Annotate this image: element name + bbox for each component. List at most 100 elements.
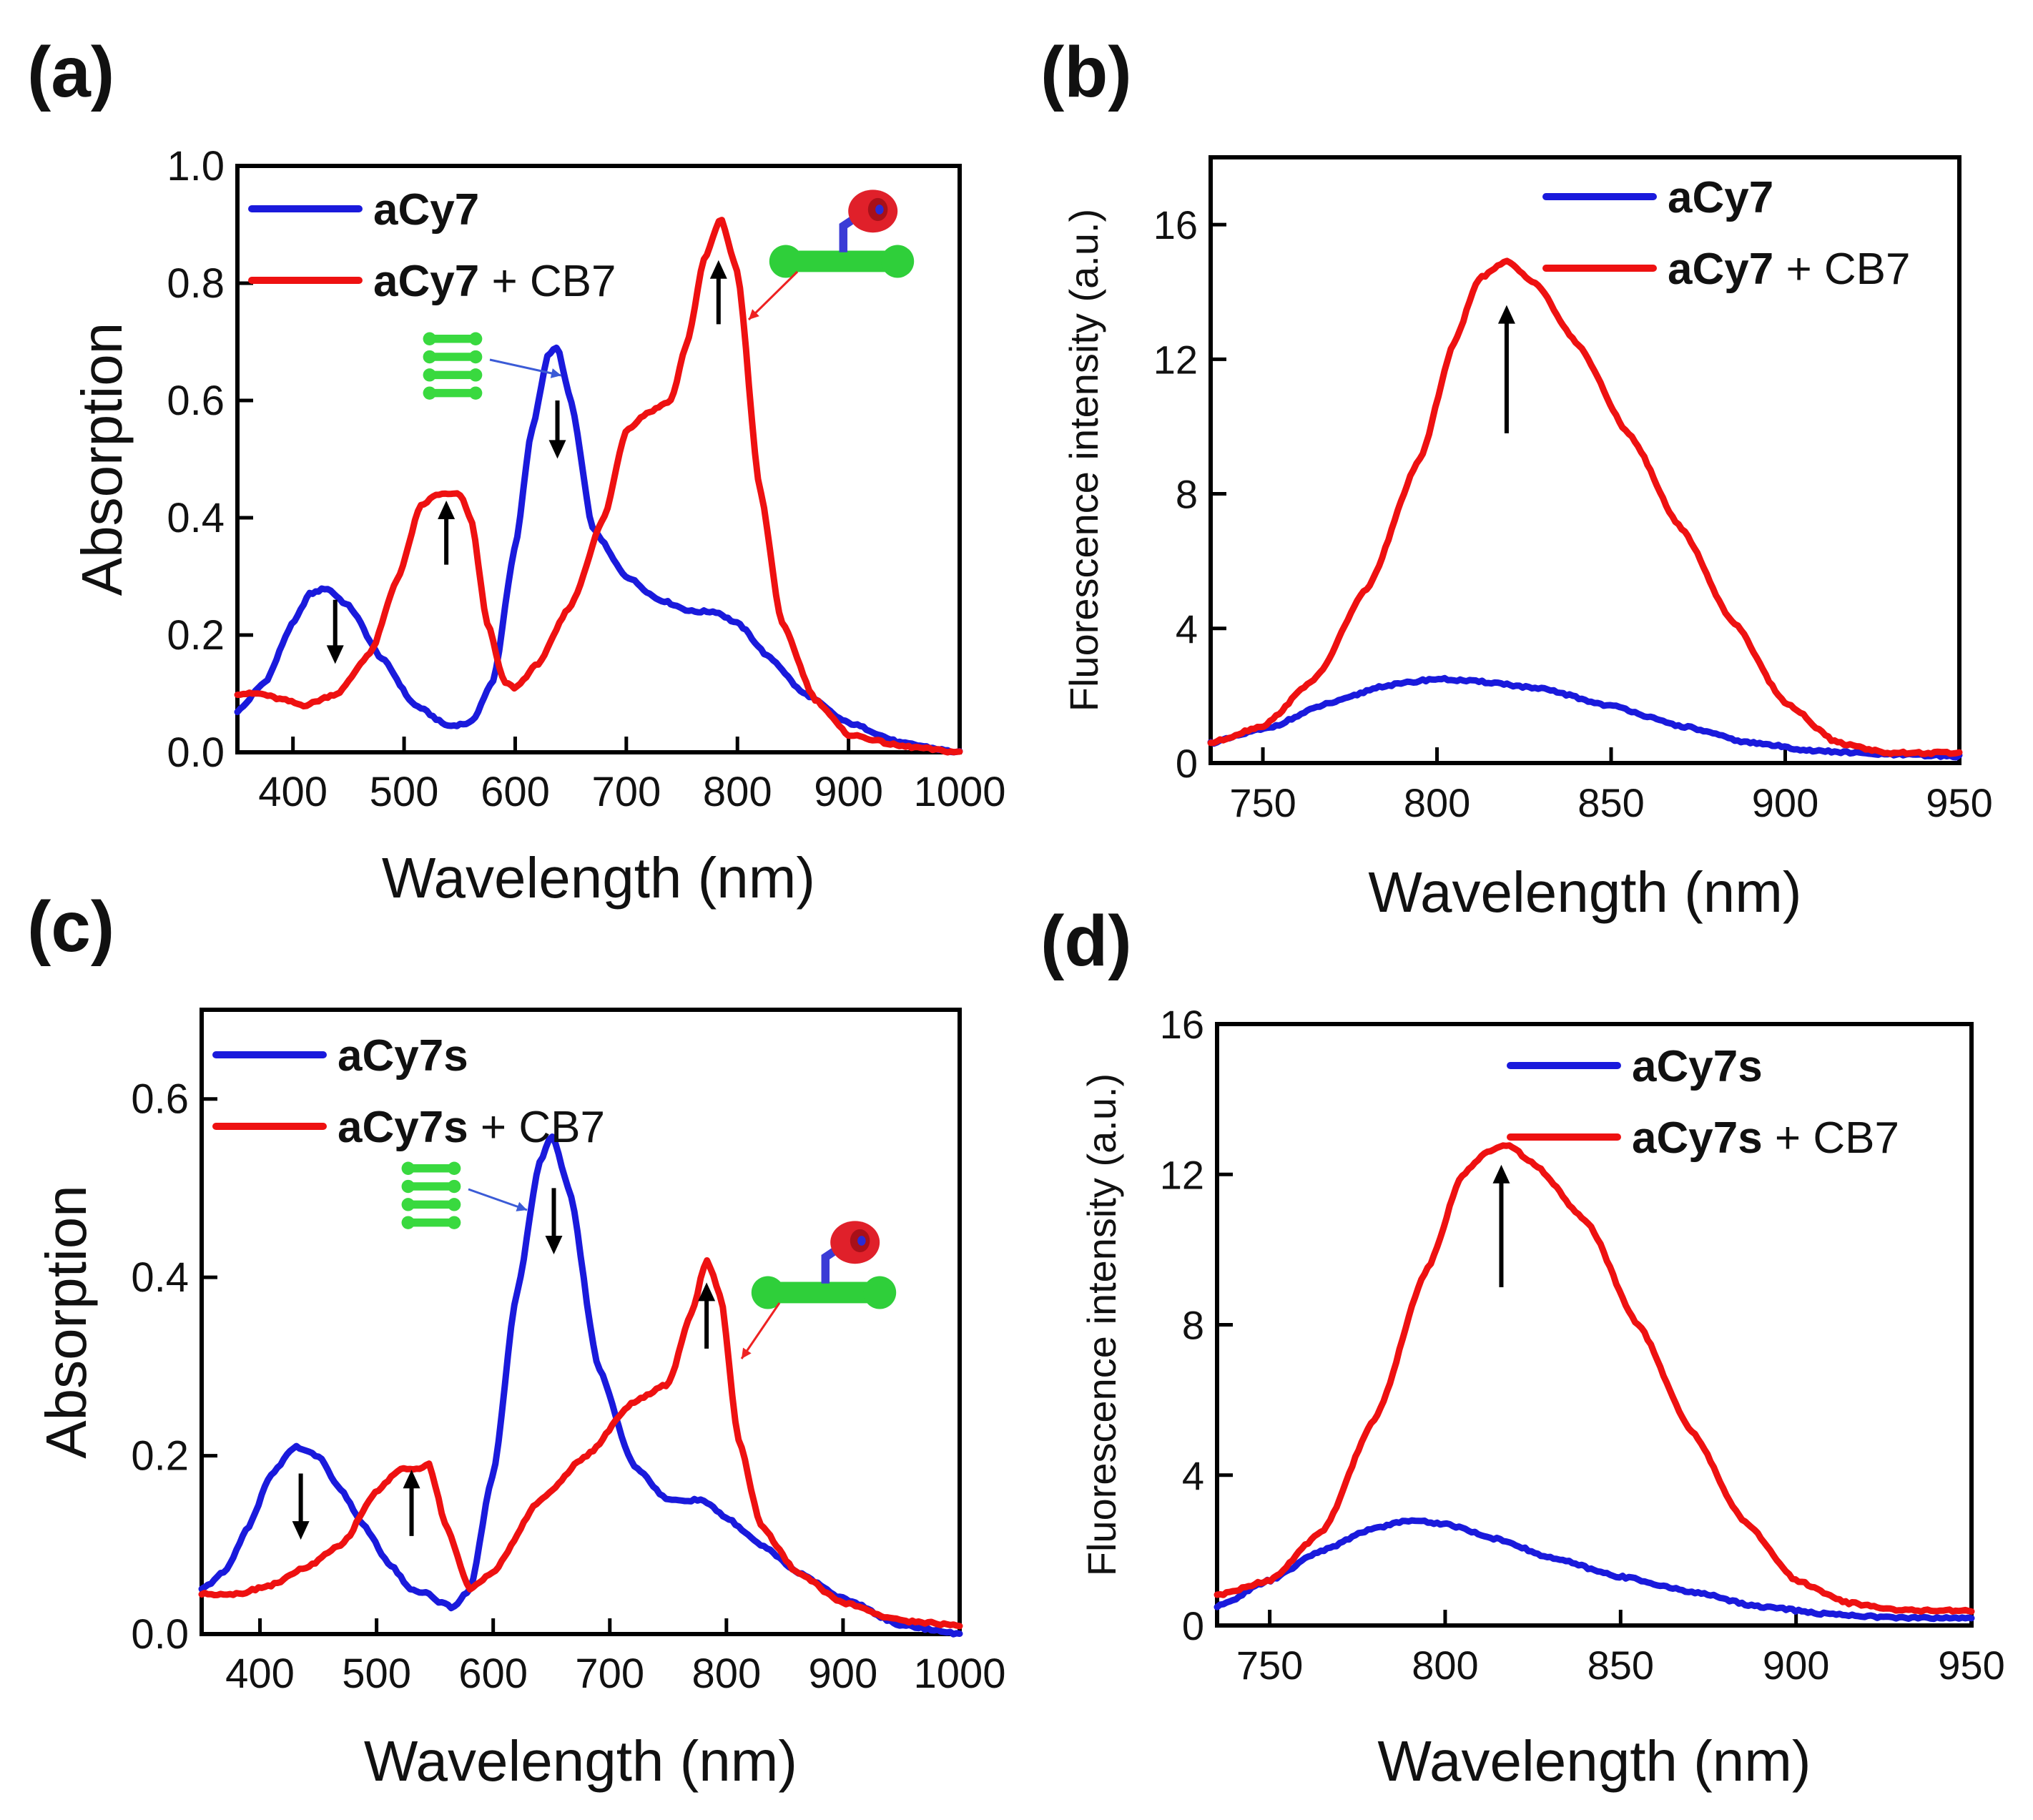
pointer-head: [550, 368, 561, 378]
y-tick-label: 0.8: [167, 260, 225, 307]
x-tick-label: 700: [575, 1651, 644, 1697]
pointer-head: [749, 309, 759, 320]
legend-entry: aCy7 + CB7: [373, 257, 616, 306]
y-tick-label: 0.2: [131, 1433, 189, 1480]
chart-panel-3: (d) 750 800 850 900 950 0 4 8 12 16 Wavelength (nm)…: [1040, 901, 2005, 1793]
x-tick-label: 700: [591, 769, 661, 815]
series-line-1: [1207, 257, 1963, 757]
y-tick-label: 16: [1153, 202, 1198, 247]
legend-entry: aCy7: [1668, 173, 1773, 222]
series-line-1: [1214, 1142, 1975, 1615]
y-axis-title: Fluorescence intensity (a.u.): [1079, 1073, 1124, 1576]
x-tick-label: 800: [1404, 780, 1470, 825]
y-tick-label: 12: [1160, 1152, 1204, 1197]
x-tick-label: 800: [691, 1651, 761, 1697]
x-axis-title: Wavelength (nm): [364, 1729, 797, 1793]
panel-label: (b): [1040, 32, 1132, 112]
x-tick-label: 950: [1926, 780, 1992, 825]
y-tick-label: 4: [1176, 606, 1198, 651]
trend-arrow-head: [438, 501, 456, 519]
y-tick-label: 0.0: [167, 729, 225, 776]
trend-arrow-head: [292, 1521, 310, 1540]
legend-entry: aCy7s: [338, 1031, 468, 1081]
y-tick-label: 0.6: [167, 378, 225, 424]
y-tick-label: 1.0: [167, 143, 225, 190]
x-axis-title: Wavelength (nm): [382, 846, 815, 910]
legend-entry: aCy7s + CB7: [338, 1103, 605, 1152]
y-tick-label: 0.6: [131, 1076, 189, 1123]
pointer-head: [516, 1201, 527, 1211]
pointer-line: [489, 358, 562, 377]
legend-entry: aCy7: [373, 185, 479, 235]
trend-arrow-head: [326, 645, 344, 664]
x-tick-label: 900: [809, 1651, 878, 1697]
pointer-head: [742, 1347, 752, 1359]
y-tick-label: 4: [1182, 1453, 1204, 1498]
aggregate-icon: [401, 1161, 461, 1229]
pointer-line: [747, 270, 799, 321]
y-tick-label: 0: [1176, 741, 1198, 786]
legend-entry: aCy7 + CB7: [1668, 245, 1911, 294]
trend-arrow-head: [403, 1470, 420, 1489]
y-tick-label: 16: [1160, 1002, 1204, 1047]
x-tick-label: 400: [225, 1651, 295, 1697]
legend-entry: aCy7s + CB7: [1632, 1113, 1899, 1163]
plot-frame: [235, 164, 962, 754]
series-line-0: [234, 344, 963, 756]
y-tick-label: 0.2: [167, 612, 225, 659]
legend-entry: aCy7s: [1632, 1042, 1763, 1091]
x-tick-label: 900: [1752, 780, 1818, 825]
host-guest-complex-icon: [752, 1221, 896, 1309]
y-tick-label: 0.4: [131, 1254, 189, 1301]
trend-arrow-head: [698, 1282, 716, 1302]
x-tick-label: 750: [1236, 1643, 1303, 1688]
y-axis-title: Absorption: [34, 1185, 98, 1458]
y-axis-title: Fluorescence intensity (a.u.): [1061, 209, 1106, 712]
host-guest-complex-icon: [769, 190, 914, 277]
x-tick-label: 800: [703, 769, 772, 815]
series-line-0: [1207, 674, 1963, 761]
y-tick-label: 8: [1182, 1303, 1204, 1348]
y-axis-title: Absorption: [70, 323, 134, 596]
x-tick-label: 800: [1412, 1643, 1478, 1688]
trend-arrow-head: [1492, 1164, 1510, 1184]
x-tick-label: 500: [342, 1651, 411, 1697]
plot-frame: [200, 1008, 962, 1636]
panel-label: (a): [27, 32, 114, 112]
x-tick-label: 950: [1938, 1643, 2004, 1688]
aggregate-icon: [423, 332, 483, 400]
x-tick-label: 600: [481, 769, 550, 815]
pointer-line: [740, 1302, 781, 1359]
y-tick-label: 12: [1153, 337, 1198, 382]
plot-frame: [1209, 155, 1961, 765]
panel-label: (c): [27, 887, 114, 967]
y-tick-label: 0.0: [131, 1611, 189, 1658]
x-axis-title: Wavelength (nm): [1377, 1729, 1811, 1793]
x-tick-label: 600: [458, 1651, 528, 1697]
trend-arrow-head: [548, 440, 566, 459]
chart-panel-1: (b) 750 800 850 900 950 0 4 8 12 16 Wavelength (nm)…: [1040, 32, 1993, 924]
chart-panel-2: (c) 400 500 600 700 800 900 1000 0.0 0.2 0.4 0.6 Wav…: [27, 887, 1006, 1793]
trend-arrow-head: [1497, 305, 1515, 324]
x-tick-label: 850: [1587, 1643, 1654, 1688]
x-tick-label: 400: [258, 769, 328, 815]
series-line-0: [1214, 1517, 1975, 1623]
series-line-1: [198, 1257, 963, 1630]
trend-arrow-head: [709, 260, 727, 279]
x-tick-label: 500: [370, 769, 439, 815]
panel-label: (d): [1040, 901, 1132, 981]
x-axis-title: Wavelength (nm): [1368, 860, 1801, 924]
x-tick-label: 850: [1577, 780, 1644, 825]
y-tick-label: 0.4: [167, 495, 225, 541]
chart-panel-0: (a) 400 500 600 700 800 900 1000 0.0 0.2 0.4 0.6 0.8…: [27, 32, 1006, 910]
y-tick-label: 0: [1182, 1603, 1204, 1648]
x-tick-label: 900: [814, 769, 883, 815]
pointer-line: [468, 1188, 528, 1211]
y-tick-label: 8: [1176, 472, 1198, 517]
x-tick-label: 900: [1763, 1643, 1829, 1688]
x-tick-label: 1000: [913, 1651, 1005, 1697]
x-tick-label: 750: [1229, 780, 1296, 825]
trend-arrow-head: [545, 1236, 563, 1255]
series-line-1: [234, 217, 963, 756]
